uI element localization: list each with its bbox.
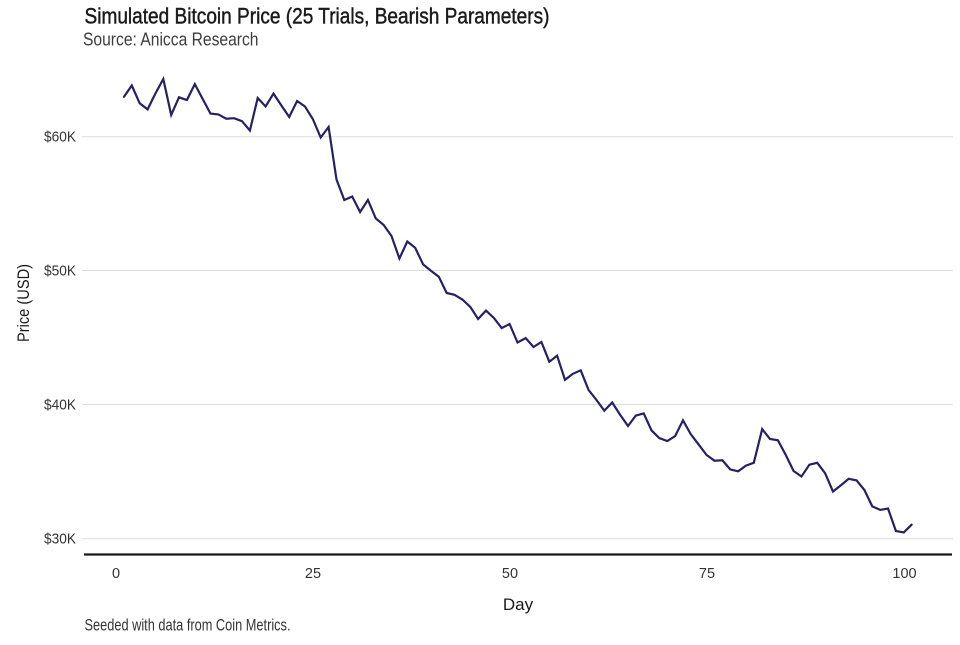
svg-text:$50K: $50K [44,262,76,279]
svg-text:Price (USD): Price (USD) [14,264,33,342]
svg-text:Source: Anicca Research: Source: Anicca Research [83,30,259,50]
svg-text:Seeded with data from Coin Met: Seeded with data from Coin Metrics. [85,616,291,635]
svg-text:50: 50 [502,566,518,582]
svg-text:100: 100 [892,566,916,582]
svg-text:25: 25 [305,566,321,582]
svg-text:$60K: $60K [44,129,76,146]
svg-text:$30K: $30K [44,531,76,548]
svg-text:Simulated Bitcoin Price (25 Tr: Simulated Bitcoin Price (25 Trials, Bear… [85,4,550,29]
svg-text:75: 75 [699,566,715,582]
svg-text:Day: Day [503,595,534,614]
svg-text:$40K: $40K [44,396,76,413]
svg-text:0: 0 [112,566,120,582]
